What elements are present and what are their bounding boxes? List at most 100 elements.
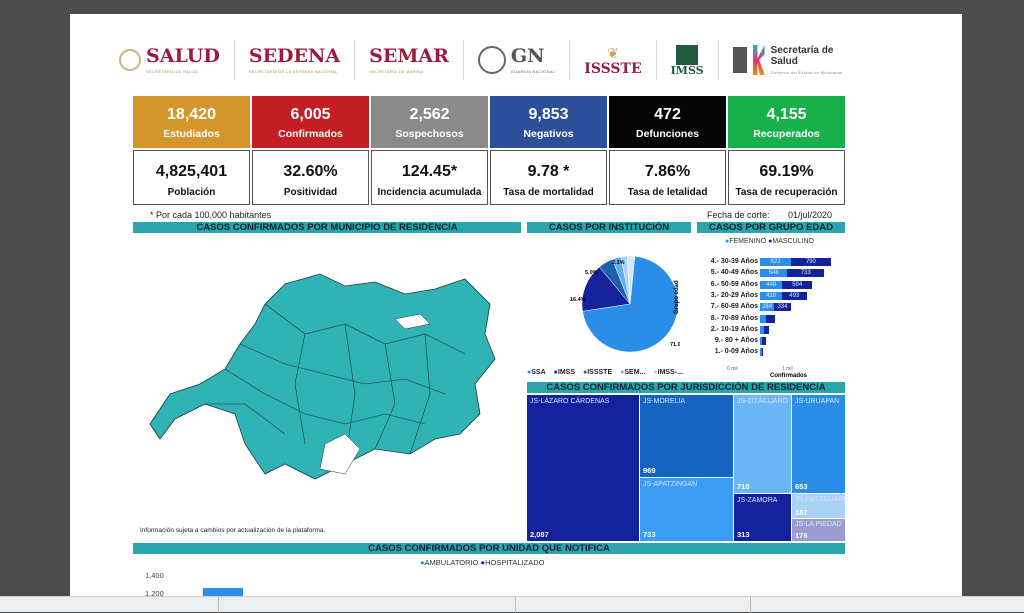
rate-card: 7.86% Tasa de letalidad	[609, 150, 726, 205]
male-bar[interactable]	[762, 337, 766, 346]
treemap-cell[interactable]: JS-MORELIA 969	[640, 395, 733, 477]
state-shape	[149, 273, 496, 480]
age-label: 3.- 20-29 Años	[710, 291, 758, 299]
treemap-cell[interactable]: JS-ZAMORA 313	[734, 494, 791, 541]
k-logo-icon	[752, 45, 765, 75]
female-bar[interactable]	[760, 337, 762, 346]
unit-y-tick: 1,200	[145, 589, 164, 598]
female-bar[interactable]: 284	[760, 303, 775, 312]
treemap-cell[interactable]: JS-APATZINGÁN 733	[640, 478, 733, 541]
rate-label: Población	[167, 187, 216, 198]
rate-label: Incidencia acumulada	[377, 187, 482, 198]
age-label: 1.- 0-09 Años	[714, 348, 758, 356]
age-row: 3.- 20-29 Años 439 493	[690, 291, 830, 301]
female-bar[interactable]	[760, 325, 764, 334]
pie-legend-item[interactable]: ●IMSS-...	[653, 369, 683, 376]
age-row: 7.- 60-69 Años 284 334	[690, 303, 830, 312]
institution-pie-chart[interactable]: 71.0% 16.4% 5.0% 2.1%	[550, 246, 680, 366]
unit-bar[interactable]	[203, 588, 243, 596]
stat-value: 472	[654, 106, 681, 123]
rate-value: 4,825,401	[155, 163, 228, 180]
age-title: CASOS POR GRUPO EDAD	[697, 222, 845, 233]
rate-card: 9.78 * Tasa de mortalidad	[490, 150, 607, 205]
cell-name: JS-APATZINGÁN	[643, 481, 698, 488]
male-bar[interactable]	[761, 348, 764, 357]
pie-legend-item[interactable]: ●IMSS	[553, 369, 575, 376]
stat-sospechosos: 2,562 Sospechosos	[371, 96, 488, 148]
age-row: 2.- 10-19 Años	[690, 325, 830, 335]
female-bar[interactable]: 448	[760, 280, 783, 289]
pie-legend-item[interactable]: ●SEM...	[620, 369, 646, 376]
female-bar[interactable]: 548	[760, 269, 788, 278]
summary-stats: 18,420 Estudiados 6,005 Confirmados 2,562 Sos…	[133, 96, 845, 205]
pie-label: 71.0%	[670, 342, 680, 348]
logo-subtext: Gobierno del Estado de Michoacán	[770, 70, 843, 75]
stat-value: 2,562	[409, 106, 450, 123]
stat-label: Sospechosos	[395, 128, 464, 140]
male-bar[interactable]: 334	[774, 303, 791, 312]
age-label: 6.- 50-59 Años	[710, 280, 758, 288]
male-bar[interactable]: 733	[787, 269, 825, 278]
male-bar[interactable]	[764, 325, 769, 334]
institution-title: CASOS POR INSTITUCIÓN	[527, 222, 691, 233]
treemap-cell[interactable]: JS-LÁZARO CÁRDENAS 2,087	[527, 395, 639, 541]
treemap-cell[interactable]: JS-PÁTZCUARO 187	[792, 494, 849, 518]
logo-imss: IMSS	[657, 40, 719, 80]
issste-hands-icon: ❦	[607, 44, 619, 61]
stat-negativos: 9,853 Negativos	[490, 96, 607, 148]
treemap-cell[interactable]: JS-LA PIEDAD 176	[792, 519, 845, 541]
jurisdiction-treemap[interactable]: JS-LÁZARO CÁRDENAS 2,087 JS-MORELIA 969 JS-A…	[527, 395, 849, 541]
pie-label: 16.4%	[570, 297, 586, 303]
male-bar[interactable]: 493	[781, 291, 807, 300]
age-label: 4.- 30-39 Años	[710, 258, 758, 265]
rate-value: 124.45*	[401, 163, 458, 180]
stat-defunciones: 472 Defunciones	[609, 96, 726, 148]
rate-label: Tasa de recuperación	[735, 187, 838, 198]
pie-slice[interactable]	[581, 266, 631, 312]
lake-cuitzeo	[394, 313, 431, 330]
age-row: 9.- 80 + Años	[690, 337, 830, 346]
male-bar[interactable]: 594	[782, 280, 813, 289]
female-bar[interactable]	[760, 348, 762, 357]
cell-value: 969	[643, 466, 656, 475]
logo-text: SEDENA	[248, 44, 341, 67]
female-bar[interactable]: 622	[760, 258, 792, 266]
rate-card: 32.60% Positividad	[252, 150, 369, 205]
logo-sedena: SEDENA SECRETARÍA DE LA DEFENSA NACIONAL	[235, 40, 356, 80]
stat-value: 18,420	[167, 106, 216, 123]
age-label: 7.- 60-69 Años	[710, 303, 758, 311]
rate-card: 124.45* Incidencia acumulada	[371, 150, 488, 205]
logo-text: SEMAR	[369, 44, 449, 67]
logo-michoacan: Secretaría de Salud Gobierno del Estado d…	[719, 40, 857, 80]
pie-label: 5.0%	[585, 270, 598, 276]
logo-semar: SEMAR SECRETARÍA DE MARINA	[355, 40, 464, 80]
treemap-cell[interactable]: JS-URUAPAN 653	[792, 395, 845, 493]
stat-label: Confirmados	[278, 128, 343, 140]
logo-subtext: SECRETARÍA DE MARINA	[369, 68, 424, 74]
female-bar[interactable]	[760, 314, 766, 323]
female-bar[interactable]: 439	[760, 291, 782, 300]
male-bar[interactable]	[766, 314, 775, 323]
cell-value: 313	[737, 530, 750, 539]
pie-slice[interactable]	[626, 255, 636, 305]
logo-text: SALUD	[146, 44, 220, 67]
stat-value: 9,853	[528, 106, 569, 123]
rate-label: Positividad	[283, 187, 338, 198]
map-title: CASOS CONFIRMADOS POR MUNICIPIO DE RESID…	[133, 222, 521, 233]
michoacan-map[interactable]	[145, 264, 505, 494]
male-bar[interactable]: 790	[791, 258, 831, 266]
logo-issste: ❦ ISSSTE	[570, 40, 657, 80]
cell-name: JS-LA PIEDAD	[795, 521, 842, 528]
cell-value: 2,087	[530, 530, 549, 539]
cell-value: 187	[795, 508, 808, 517]
age-label: 8.- 70-89 Años	[710, 314, 758, 322]
cell-name: JS-ZITÁCUARO	[737, 398, 788, 405]
cutoff-label: Fecha de corte:	[707, 210, 770, 220]
excluded-area	[319, 433, 361, 475]
cell-value: 733	[643, 530, 656, 539]
age-x-axis-label: Confirmados	[770, 373, 808, 379]
treemap-cell[interactable]: JS-ZITÁCUARO 710	[734, 395, 791, 493]
stat-value: 6,005	[290, 106, 331, 123]
pie-legend-item[interactable]: ●ISSSTE	[583, 369, 613, 376]
pie-legend-item[interactable]: ●SSA	[527, 369, 546, 376]
